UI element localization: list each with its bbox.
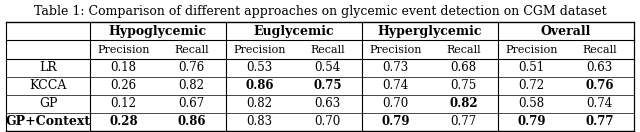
Text: 0.67: 0.67: [179, 97, 205, 110]
Text: 0.82: 0.82: [179, 79, 205, 92]
Text: GP+Context: GP+Context: [5, 115, 91, 128]
Text: Recall: Recall: [582, 44, 617, 55]
Text: 0.74: 0.74: [383, 79, 409, 92]
Text: 0.83: 0.83: [246, 115, 273, 128]
Text: 0.73: 0.73: [383, 61, 409, 74]
Text: KCCA: KCCA: [29, 79, 67, 92]
Text: 0.28: 0.28: [109, 115, 138, 128]
Text: Precision: Precision: [369, 44, 422, 55]
Text: Recall: Recall: [174, 44, 209, 55]
Text: 0.79: 0.79: [381, 115, 410, 128]
Text: 0.26: 0.26: [111, 79, 137, 92]
Text: 0.74: 0.74: [586, 97, 612, 110]
Text: 0.70: 0.70: [314, 115, 340, 128]
Text: Euglycemic: Euglycemic: [253, 25, 334, 38]
Text: 0.77: 0.77: [451, 115, 477, 128]
Text: 0.53: 0.53: [246, 61, 273, 74]
Text: Precision: Precision: [234, 44, 286, 55]
Text: 0.63: 0.63: [314, 97, 340, 110]
Text: 0.70: 0.70: [383, 97, 409, 110]
Text: 0.77: 0.77: [586, 115, 614, 128]
Text: Precision: Precision: [506, 44, 558, 55]
Text: 0.76: 0.76: [586, 79, 614, 92]
Text: 0.58: 0.58: [518, 97, 545, 110]
Text: 0.54: 0.54: [314, 61, 340, 74]
Text: 0.63: 0.63: [586, 61, 612, 74]
Text: 0.72: 0.72: [518, 79, 545, 92]
Text: Recall: Recall: [446, 44, 481, 55]
Text: 0.75: 0.75: [314, 79, 342, 92]
Text: Precision: Precision: [97, 44, 150, 55]
Text: 0.79: 0.79: [517, 115, 546, 128]
Text: 0.75: 0.75: [451, 79, 477, 92]
Text: 0.82: 0.82: [246, 97, 273, 110]
Text: LR: LR: [39, 61, 57, 74]
Text: 0.86: 0.86: [245, 79, 274, 92]
Text: Overall: Overall: [540, 25, 591, 38]
Text: 0.68: 0.68: [451, 61, 477, 74]
Text: 0.18: 0.18: [111, 61, 136, 74]
Text: Table 1: Comparison of different approaches on glycemic event detection on CGM d: Table 1: Comparison of different approac…: [34, 5, 606, 18]
Text: Hypoglycemic: Hypoglycemic: [109, 25, 207, 38]
Text: GP: GP: [39, 97, 57, 110]
Text: Recall: Recall: [310, 44, 345, 55]
Text: 0.51: 0.51: [518, 61, 545, 74]
Text: 0.76: 0.76: [179, 61, 205, 74]
Text: Hyperglycemic: Hyperglycemic: [378, 25, 482, 38]
Text: 0.86: 0.86: [177, 115, 206, 128]
Text: 0.82: 0.82: [449, 97, 478, 110]
Text: 0.12: 0.12: [111, 97, 136, 110]
